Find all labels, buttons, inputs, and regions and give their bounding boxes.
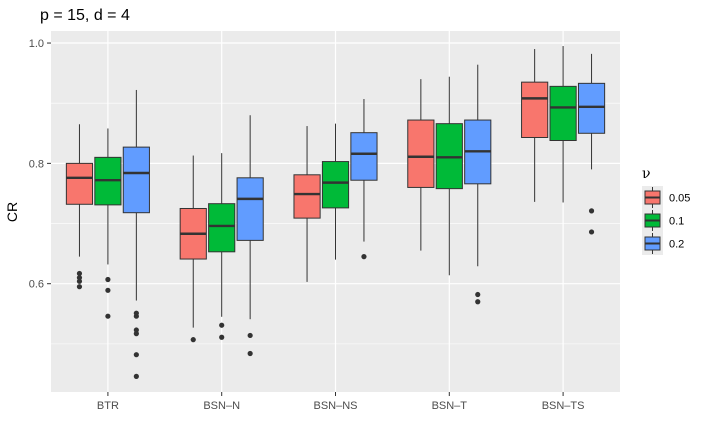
box-body	[122, 146, 150, 214]
outlier-point	[76, 284, 83, 290]
y-tick-label: 0.8	[29, 158, 44, 170]
chart-title: p = 15, d = 4	[40, 7, 130, 24]
y-tick-label: 1.0	[29, 38, 44, 50]
box-0.05-BSN–T	[407, 79, 435, 251]
x-tick-label: BSN–TS	[542, 400, 585, 412]
box-body	[236, 177, 264, 241]
outlier-point	[475, 299, 481, 305]
outlier-point	[475, 291, 481, 298]
box-0.2-BSN–T	[464, 64, 492, 305]
box-body	[65, 162, 94, 205]
box-0.1-BTR	[94, 128, 122, 319]
box-0.05-BSN–N	[179, 155, 207, 343]
outlier-point	[219, 322, 225, 328]
box-0.2-BSN–N	[236, 115, 264, 357]
outlier-point	[76, 275, 83, 281]
legend-entry-0.05: 0.05	[644, 187, 690, 208]
box-0.1-BSN–TS	[549, 46, 577, 203]
legend: ν 0.05 0.1 0.2	[642, 166, 690, 255]
outlier-point	[76, 278, 83, 284]
box-0.2-BTR	[122, 89, 150, 379]
box-body	[521, 81, 549, 138]
box-body	[293, 174, 321, 219]
outlier-point	[190, 337, 196, 343]
boxes	[65, 46, 606, 379]
y-axis-title: CR	[4, 202, 20, 222]
box-0.05-BTR	[65, 124, 94, 290]
box-0.2-BSN–NS	[350, 98, 378, 260]
outlier-point	[133, 327, 139, 333]
outlier-point	[588, 208, 595, 214]
outlier-point	[133, 331, 139, 337]
box-body	[435, 123, 463, 190]
box-0.2-BSN–TS	[577, 53, 606, 235]
outlier-point	[247, 350, 253, 357]
box-body	[549, 85, 577, 142]
x-tick-label: BTR	[97, 400, 119, 412]
y-tick-label: 0.6	[29, 279, 44, 291]
x-tick-label: BSN–NS	[313, 400, 357, 412]
outlier-point	[105, 287, 111, 293]
x-tick-label: BSN–T	[432, 400, 468, 412]
outlier-point	[247, 332, 253, 339]
box-0.1-BSN–NS	[321, 123, 350, 260]
box-body	[407, 119, 435, 188]
outlier-point	[133, 352, 139, 358]
outlier-point	[588, 229, 595, 235]
outlier-point	[133, 313, 139, 319]
outlier-point	[105, 313, 111, 319]
legend-entry-0.2: 0.2	[644, 233, 684, 254]
outlier-point	[133, 373, 139, 379]
legend-label: 0.1	[669, 216, 684, 228]
outlier-point	[361, 254, 367, 260]
legend-label: 0.2	[669, 239, 684, 251]
box-0.1-BSN–T	[435, 76, 463, 276]
box-body	[208, 203, 236, 253]
legend-label: 0.05	[669, 193, 690, 205]
legend-title: ν	[642, 166, 651, 182]
box-body	[350, 132, 378, 181]
axes: 0.6 0.8 1.0 BTR BSN–N BSN–NS BSN–T BSN–TS	[29, 38, 585, 412]
outlier-point	[219, 334, 225, 340]
box-0.05-BSN–TS	[521, 49, 549, 202]
box-0.1-BSN–N	[208, 153, 236, 340]
box-0.05-BSN–NS	[293, 126, 321, 282]
legend-entry-0.1: 0.1	[644, 210, 684, 231]
box-body	[577, 82, 606, 134]
outlier-point	[76, 270, 83, 277]
outlier-point	[105, 276, 111, 283]
box-body	[321, 161, 350, 209]
x-tick-label: BSN–N	[203, 400, 240, 412]
